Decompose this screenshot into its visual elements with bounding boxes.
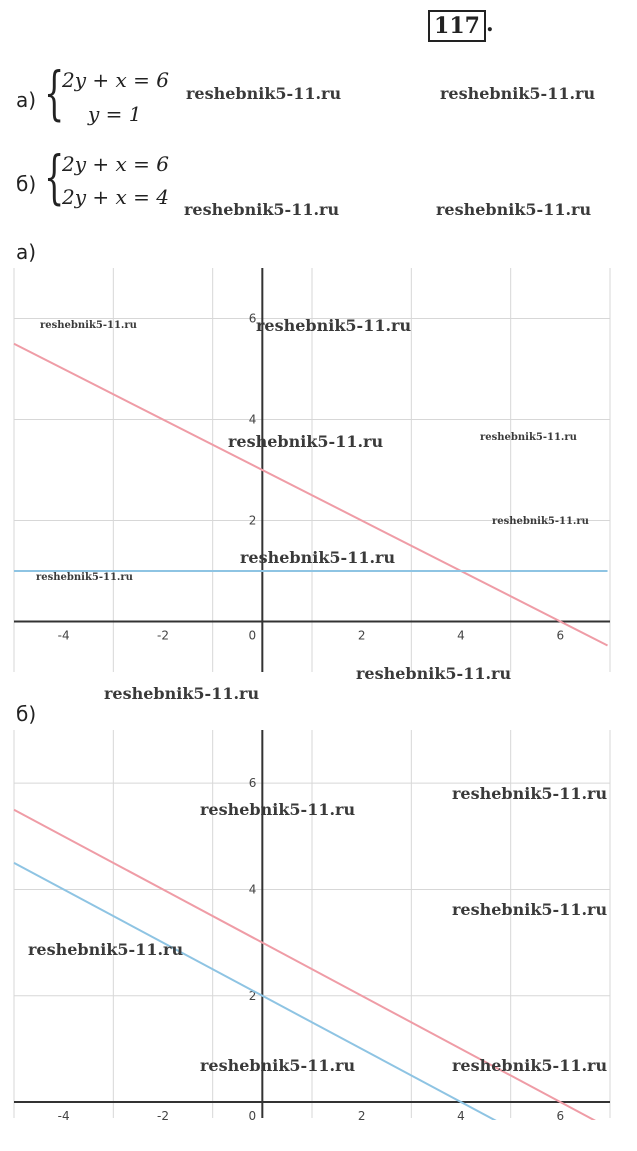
watermark: reshebnik5-11.ru [452, 900, 608, 919]
system-b-brace: { [44, 143, 65, 211]
exercise-number-dot: . [486, 11, 494, 37]
x-tick-label: 0 [249, 629, 257, 643]
system-b-label: б) [16, 172, 37, 196]
x-tick-label: 6 [557, 629, 565, 643]
watermark: reshebnik5-11.ru [492, 516, 589, 527]
x-tick-label: -2 [157, 1109, 169, 1120]
system-a-brace: { [44, 59, 65, 127]
x-tick-label: -4 [58, 1109, 70, 1120]
x-tick-label: 6 [557, 1109, 565, 1120]
watermark: reshebnik5-11.ru [240, 548, 396, 567]
system-b-eq-1: 2y + x = 6 [62, 152, 169, 176]
watermark: reshebnik5-11.ru [40, 320, 137, 331]
watermark: reshebnik5-11.ru [436, 200, 592, 219]
system-a-label: а) [16, 88, 37, 112]
watermark: reshebnik5-11.ru [356, 664, 512, 683]
watermark: reshebnik5-11.ru [28, 940, 184, 959]
x-tick-label: -2 [157, 629, 169, 643]
watermark: reshebnik5-11.ru [36, 572, 133, 583]
watermark: reshebnik5-11.ru [104, 684, 260, 703]
watermark: reshebnik5-11.ru [480, 432, 577, 443]
y-tick-label: 6 [249, 776, 257, 790]
watermark: reshebnik5-11.ru [200, 800, 356, 819]
chart-a: -4 -2 0 2 4 6 2 4 6 [13, 268, 611, 672]
system-a-eq-2: y = 1 [88, 102, 142, 126]
system-a-eq-1: 2y + x = 6 [62, 68, 169, 92]
x-tick-label: 2 [358, 629, 366, 643]
watermark: reshebnik5-11.ru [440, 84, 596, 103]
chart-b-label: б) [16, 702, 37, 726]
y-tick-label: 4 [249, 882, 257, 896]
chart-b: -4 -2 0 2 4 6 2 4 6 [13, 730, 611, 1120]
watermark: reshebnik5-11.ru [256, 316, 412, 335]
watermark: reshebnik5-11.ru [200, 1056, 356, 1075]
watermark: reshebnik5-11.ru [184, 200, 340, 219]
series-line-1 [13, 808, 596, 1120]
y-tick-label: 6 [249, 312, 257, 326]
x-tick-label: 2 [358, 1109, 366, 1120]
watermark: reshebnik5-11.ru [452, 1056, 608, 1075]
y-tick-label: 4 [249, 413, 257, 427]
y-tick-label: 2 [249, 989, 257, 1003]
chart-a-label: а) [16, 240, 37, 264]
y-tick-label: 2 [249, 514, 257, 528]
x-tick-label: -4 [58, 629, 70, 643]
x-tick-label: 4 [457, 1109, 465, 1120]
series-line-1 [13, 342, 608, 647]
series-line-2 [13, 861, 497, 1120]
watermark: reshebnik5-11.ru [228, 432, 384, 451]
watermark: reshebnik5-11.ru [452, 784, 608, 803]
exercise-number: 117 [428, 10, 486, 42]
x-tick-label: 0 [249, 1109, 257, 1120]
watermark: reshebnik5-11.ru [186, 84, 342, 103]
system-b-eq-2: 2y + x = 4 [62, 185, 169, 209]
x-tick-label: 4 [457, 629, 465, 643]
